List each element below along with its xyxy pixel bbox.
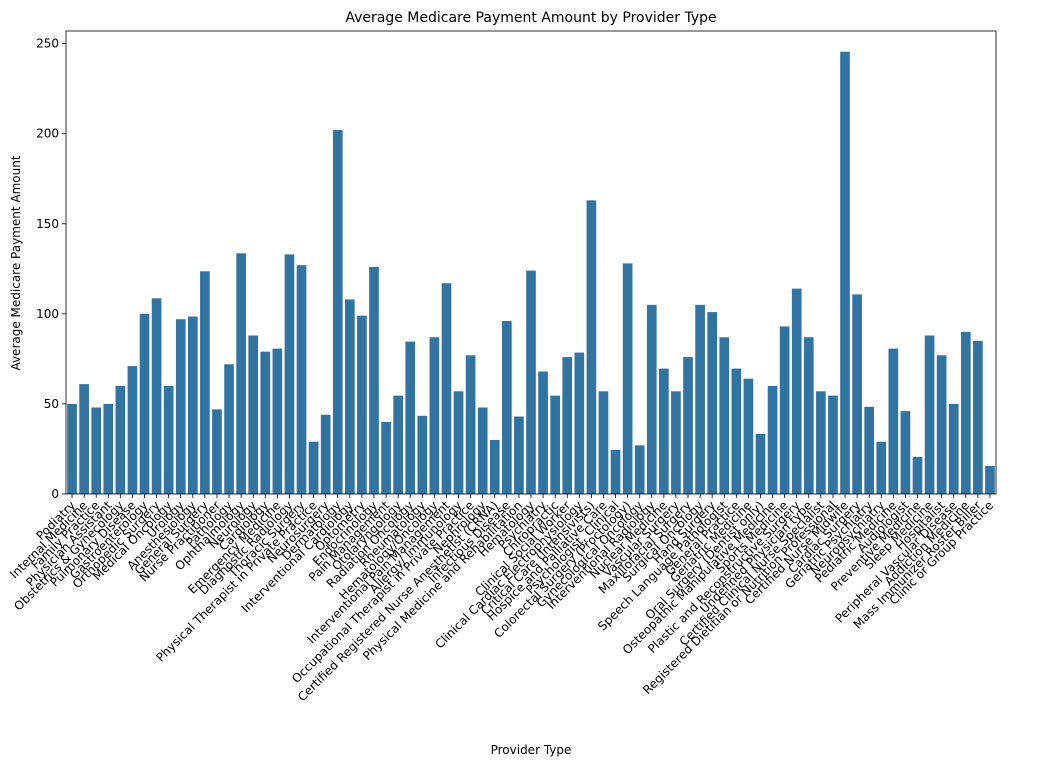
- bar: [151, 298, 162, 494]
- bar: [960, 331, 971, 494]
- bar: [502, 321, 512, 494]
- bar: [320, 414, 331, 494]
- bar: [417, 415, 428, 494]
- bar: [683, 357, 693, 494]
- bar: [767, 385, 778, 494]
- bar: [115, 385, 126, 494]
- bar: [477, 407, 488, 494]
- bar: [526, 270, 536, 494]
- y-tick-label: 0: [51, 487, 59, 501]
- bar: [948, 403, 959, 494]
- bar: [381, 421, 391, 494]
- bar: [574, 352, 585, 494]
- bar: [357, 315, 367, 494]
- bar: [175, 319, 186, 494]
- bar: [441, 283, 452, 494]
- bar: [743, 378, 754, 494]
- bar: [163, 385, 174, 494]
- y-tick-label: 200: [36, 127, 59, 141]
- bar: [514, 416, 524, 494]
- bar: [912, 456, 923, 494]
- bar: [791, 288, 802, 494]
- bar: [224, 364, 234, 494]
- bar: [429, 337, 440, 494]
- bar: [586, 200, 597, 494]
- bar: [79, 384, 89, 494]
- bar: [489, 439, 500, 494]
- y-tick-label: 250: [36, 37, 59, 51]
- y-axis-label: Average Medicare Payment Amount: [9, 155, 23, 370]
- bar: [236, 253, 246, 494]
- bar: [67, 403, 77, 494]
- bar: [200, 271, 210, 494]
- y-tick-label: 50: [44, 397, 59, 411]
- bar: [465, 355, 476, 494]
- bar: [840, 51, 850, 495]
- bar: [260, 351, 271, 494]
- bar: [103, 403, 114, 494]
- bar: [973, 340, 983, 494]
- bar: [852, 294, 862, 494]
- bar: [659, 368, 669, 494]
- bar: [212, 409, 222, 494]
- bar: [671, 391, 681, 494]
- bar: [550, 395, 560, 494]
- bar: [900, 411, 911, 494]
- bar: [453, 391, 464, 494]
- bar: [393, 395, 403, 494]
- bar: [284, 254, 295, 494]
- bar: [779, 326, 790, 494]
- bar: [538, 371, 548, 494]
- bar: [127, 366, 138, 494]
- bar: [816, 391, 826, 494]
- bar: [248, 335, 259, 494]
- bar: [731, 368, 742, 494]
- bar: [296, 265, 307, 494]
- bar: [719, 337, 730, 494]
- bar: [985, 465, 995, 494]
- bar: [707, 312, 717, 494]
- bar: [272, 348, 283, 494]
- bar: [598, 391, 609, 494]
- bar: [755, 433, 766, 494]
- chart-title: Average Medicare Payment Amount by Provi…: [345, 10, 716, 26]
- bar: [345, 299, 355, 494]
- bar: [634, 445, 645, 494]
- bar: [369, 267, 379, 494]
- bar: [803, 337, 814, 494]
- bar: [562, 357, 573, 494]
- bar: [91, 407, 102, 494]
- bar: [332, 130, 343, 494]
- bar: [888, 348, 899, 494]
- bar: [924, 335, 935, 494]
- bar: [405, 341, 416, 494]
- bar: [876, 441, 887, 494]
- bar: [695, 304, 705, 494]
- bar: [139, 313, 150, 494]
- bar: [187, 316, 198, 494]
- bar: [610, 449, 621, 494]
- bar: [936, 355, 947, 494]
- bar: [646, 304, 657, 494]
- bar: [828, 395, 838, 494]
- bar: [864, 406, 875, 494]
- bar: [308, 441, 319, 494]
- y-tick-label: 150: [36, 217, 59, 231]
- bar: [622, 263, 633, 494]
- y-tick-label: 100: [36, 307, 59, 321]
- x-axis-label: Provider Type: [491, 743, 572, 757]
- plot-frame: [65, 30, 997, 495]
